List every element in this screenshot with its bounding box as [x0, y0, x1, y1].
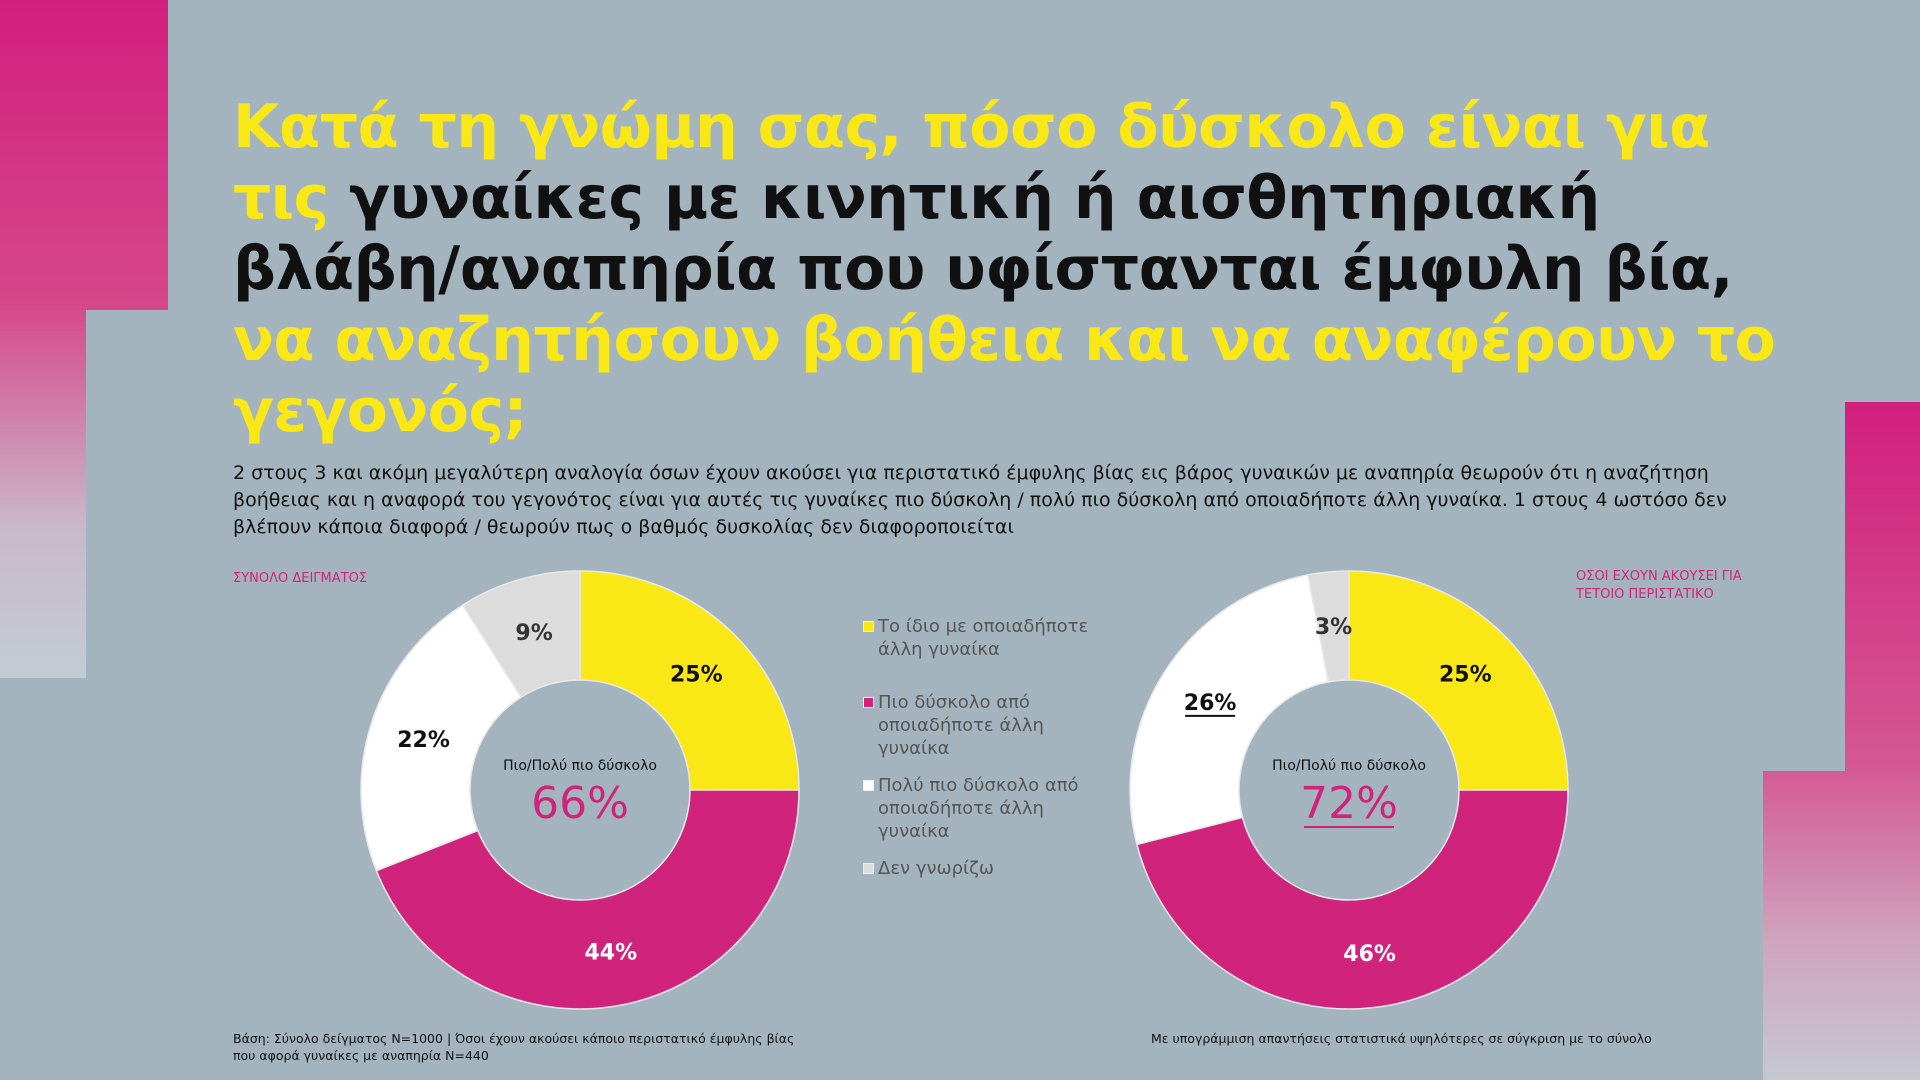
decor-band-right-bottom [1763, 771, 1920, 1080]
title-highlight-2: να αναζητήσουν βοήθεια και να αναφέρουν … [233, 305, 1776, 446]
legend: Το ίδιο με οποιαδήποτε άλλη γυναίκα Πιο … [863, 615, 1103, 894]
donut-slice [579, 570, 800, 791]
slice-label: 46% [1343, 942, 1396, 967]
donut-slice [360, 604, 523, 872]
slice-label: 22% [397, 728, 450, 753]
legend-label: Πολύ πιο δύσκολο από οποιαδήποτε άλλη γυ… [878, 775, 1079, 842]
decor-band-right-top [1845, 402, 1920, 782]
group-label-heard: ΟΣΟΙ ΕΧΟΥΝ ΑΚΟΥΣΕΙ ΓΙΑ ΤΕΤΟΙΟ ΠΕΡΙΣΤΑΤΙΚ… [1576, 569, 1742, 602]
donut-slice [1307, 570, 1350, 683]
donut-slice [1348, 570, 1569, 791]
legend-item: Πολύ πιο δύσκολο από οποιαδήποτε άλλη γυ… [863, 774, 1103, 843]
slice-label: 44% [584, 941, 637, 966]
footer-base-note: Βάση: Σύνολο δείγματος N=1000 | Όσοι έχο… [233, 1030, 794, 1064]
group-label-total: ΣΥΝΟΛΟ ΔΕΙΓΜΑΤΟΣ [233, 571, 368, 586]
center-value: 72% [1300, 778, 1398, 829]
legend-swatch-grey [863, 863, 874, 874]
center-label: Πιο/Πολύ πιο δύσκολο [1272, 758, 1426, 774]
legend-item: Δεν γνωρίζω [863, 857, 1103, 880]
slice-label: 26% [1184, 691, 1237, 716]
donut-slice [1135, 789, 1569, 1010]
title-highlight-1: Κατά τη γνώμη σας, πόσο δύσκολο είναι γι… [233, 92, 1710, 233]
donut-slice [1129, 574, 1330, 846]
title-main: γυναίκες με κινητική ή αισθητηριακή βλάβ… [233, 163, 1733, 304]
legend-label: Πιο δύσκολο από οποιαδήποτε άλλη γυναίκα [878, 692, 1044, 759]
donut-slice [461, 570, 581, 699]
legend-swatch-yellow [863, 621, 874, 632]
slice-label: 9% [515, 621, 552, 646]
page-title: Κατά τη γνώμη σας, πόσο δύσκολο είναι γι… [233, 92, 1793, 447]
subtitle: 2 στους 3 και ακόμη μεγαλύτερη αναλογία … [233, 462, 1727, 538]
legend-item: Το ίδιο με οποιαδήποτε άλλη γυναίκα [863, 615, 1103, 661]
decor-band-left-top [0, 0, 168, 310]
slice-label: 25% [670, 663, 723, 688]
legend-label: Το ίδιο με οποιαδήποτε άλλη γυναίκα [878, 616, 1089, 660]
donut-slice [375, 789, 800, 1010]
footer-underline-note: Με υπογράμμιση απαντήσεις στατιστικά υψη… [1151, 1031, 1652, 1046]
footer-line: Βάση: Σύνολο δείγματος N=1000 | Όσοι έχο… [233, 1031, 795, 1046]
legend-swatch-magenta [863, 697, 874, 708]
decor-band-left-bottom [0, 305, 86, 678]
slice-label: 25% [1439, 663, 1492, 688]
slice-label: 3% [1315, 615, 1352, 640]
center-value: 66% [531, 778, 629, 829]
legend-item: Πιο δύσκολο από οποιαδήποτε άλλη γυναίκα [863, 691, 1103, 760]
legend-swatch-white [863, 780, 874, 791]
legend-label: Δεν γνωρίζω [878, 858, 994, 879]
center-label: Πιο/Πολύ πιο δύσκολο [503, 758, 657, 774]
footer-line: που αφορά γυναίκες με αναπηρία N=440 [233, 1048, 489, 1063]
